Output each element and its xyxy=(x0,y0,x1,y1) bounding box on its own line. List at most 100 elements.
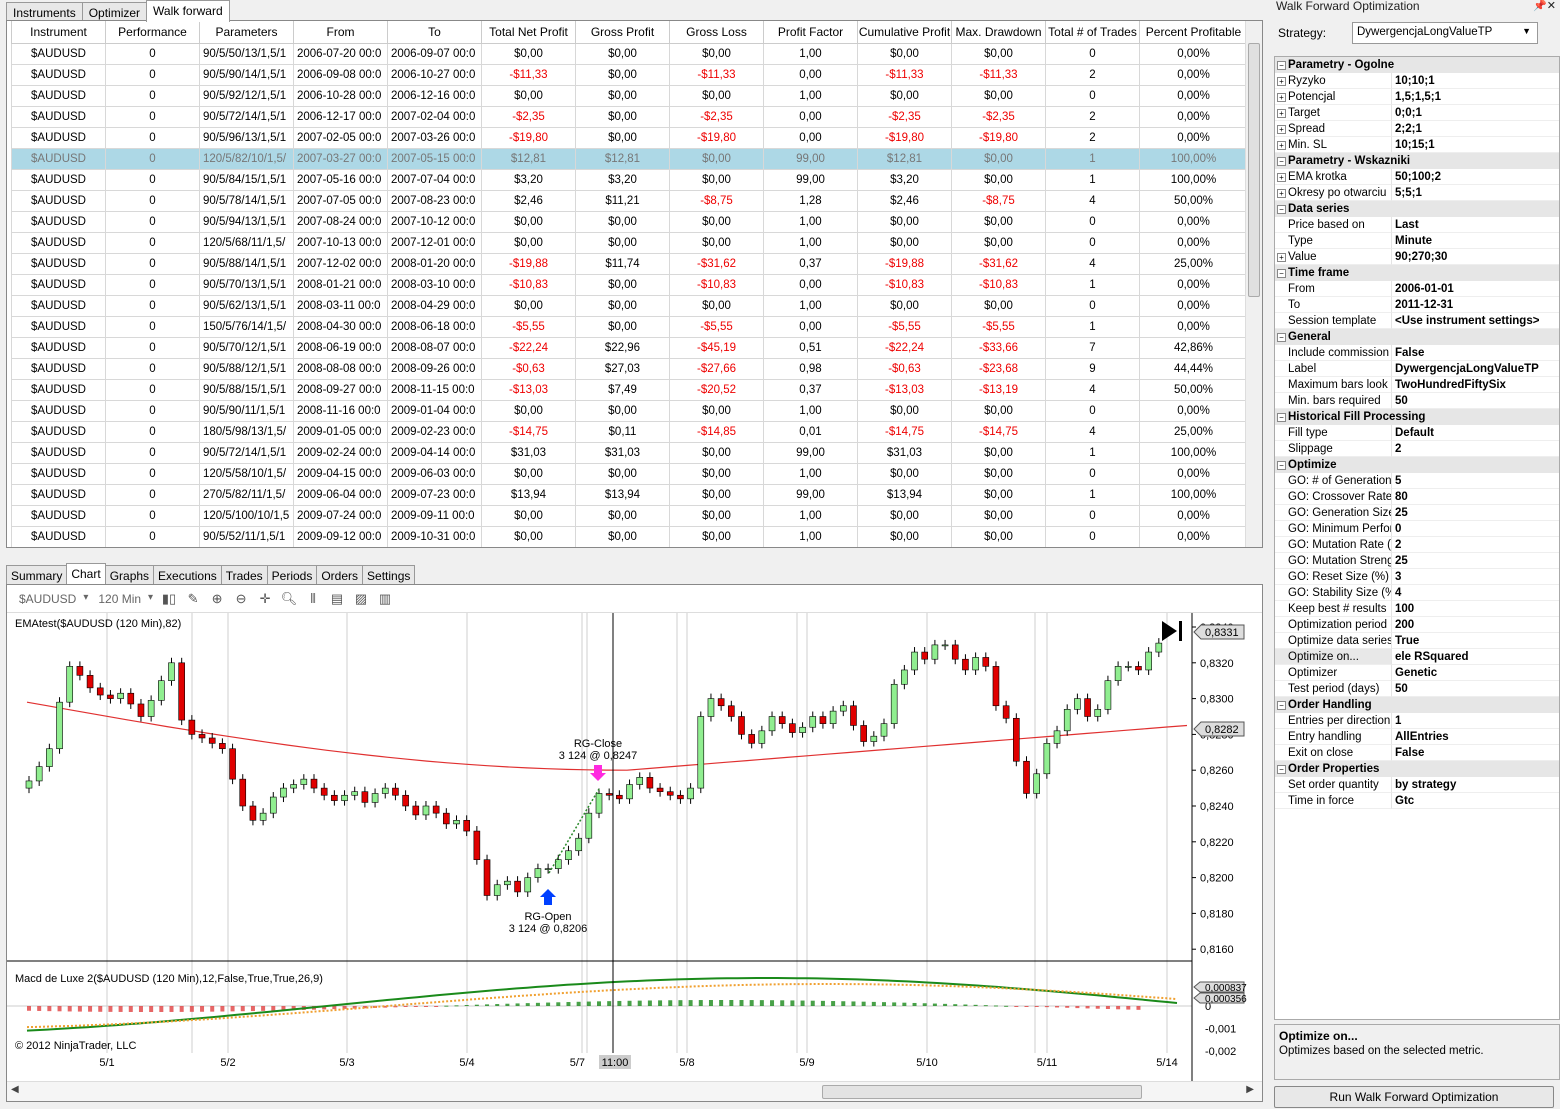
expand-icon[interactable]: + xyxy=(1277,77,1286,86)
table-row[interactable]: $AUDUSD 0 90/5/72/14/1,5/1 2006-12-17 00:0 2… xyxy=(11,105,1248,128)
property-row[interactable]: GO: Stability Size (%) 4 xyxy=(1275,585,1559,601)
column-header[interactable]: To xyxy=(387,21,482,44)
property-row[interactable]: Keep best # results 100 xyxy=(1275,601,1559,617)
tab-executions[interactable]: Executions xyxy=(153,565,222,585)
property-row[interactable]: To 2011-12-31 xyxy=(1275,297,1559,313)
table-row[interactable]: $AUDUSD 0 90/5/72/14/1,5/1 2009-02-24 00:0 2… xyxy=(11,441,1248,464)
property-row[interactable]: GO: Crossover Rate (%80 xyxy=(1275,489,1559,505)
property-value[interactable]: False xyxy=(1392,345,1559,361)
collapse-icon[interactable]: − xyxy=(1277,413,1286,422)
tab-instruments[interactable]: Instruments xyxy=(6,2,83,22)
property-row[interactable]: GO: Reset Size (%) 3 xyxy=(1275,569,1559,585)
property-row[interactable]: Set order quantity by strategy xyxy=(1275,777,1559,793)
property-row[interactable]: Entries per direction 1 xyxy=(1275,713,1559,729)
bar-spacing-icon[interactable]: ⫴ xyxy=(310,590,316,606)
collapse-icon[interactable]: − xyxy=(1277,701,1286,710)
property-row[interactable]: Maximum bars look bacTwoHundredFiftySix xyxy=(1275,377,1559,393)
collapse-icon[interactable]: − xyxy=(1277,765,1286,774)
property-value[interactable]: 90;270;30 xyxy=(1392,249,1559,265)
table-row[interactable]: $AUDUSD 0 120/5/58/10/1,5/2009-04-15 00:0 2… xyxy=(11,462,1248,485)
property-row[interactable]: Slippage 2 xyxy=(1275,441,1559,457)
property-row[interactable]: Fill type Default xyxy=(1275,425,1559,441)
magnifier-icon[interactable]: 🔍︎ xyxy=(280,590,298,606)
property-row[interactable]: GO: # of Generations 5 xyxy=(1275,473,1559,489)
property-row[interactable]: GO: Mutation Strength 25 xyxy=(1275,553,1559,569)
table-row[interactable]: $AUDUSD 0 90/5/84/15/1,5/1 2007-05-16 00:0 2… xyxy=(11,168,1248,191)
scroll-right-icon[interactable]: ▶ xyxy=(1246,1084,1254,1095)
table-row[interactable]: $AUDUSD 0 120/5/68/11/1,5/2007-10-13 00:0 2… xyxy=(11,231,1248,254)
property-value[interactable]: 2006-01-01 xyxy=(1392,281,1559,297)
property-value[interactable]: 2;2;1 xyxy=(1392,121,1559,137)
column-header[interactable]: From xyxy=(293,21,388,44)
chart-style-icon[interactable]: ▮▯ xyxy=(161,590,177,606)
table-row[interactable]: $AUDUSD 0 90/5/70/12/1,5/1 2008-06-19 00:0 2… xyxy=(11,336,1248,359)
property-row[interactable]: Optimize on... ele RSquared xyxy=(1275,649,1559,665)
table-row[interactable]: $AUDUSD 0 90/5/78/14/1,5/1 2007-07-05 00:0 2… xyxy=(11,189,1248,212)
property-value[interactable]: True xyxy=(1392,633,1559,649)
scroll-left-icon[interactable]: ◀ xyxy=(11,1084,19,1095)
table-row[interactable]: $AUDUSD 0 90/5/90/11/1,5/1 2008-11-16 00:0 2… xyxy=(11,399,1248,422)
table-row[interactable]: $AUDUSD 0 90/5/88/14/1,5/1 2007-12-02 00:0 2… xyxy=(11,252,1248,275)
property-category[interactable]: − Order Handling xyxy=(1275,697,1559,713)
zoom-in-icon[interactable]: ⊕ xyxy=(211,590,223,606)
zoom-out-icon[interactable]: ⊖ xyxy=(235,590,247,606)
property-row[interactable]: Type Minute xyxy=(1275,233,1559,249)
property-row[interactable]: + Potencjal 1,5;1,5;1 xyxy=(1275,89,1559,105)
column-header[interactable]: Total # of Trades xyxy=(1045,21,1140,44)
chart-horizontal-scrollbar[interactable]: ◀ ▶ xyxy=(7,1081,1262,1101)
table-row[interactable]: $AUDUSD 0 270/5/82/11/1,5/2009-06-04 00:0 2… xyxy=(11,483,1248,506)
table-row[interactable]: $AUDUSD 0 180/5/98/13/1,5/2009-01-05 00:0 2… xyxy=(11,420,1248,443)
property-value[interactable]: 100 xyxy=(1392,601,1559,617)
property-value[interactable]: 80 xyxy=(1392,489,1559,505)
property-category[interactable]: − Optimize xyxy=(1275,457,1559,473)
tab-orders[interactable]: Orders xyxy=(316,565,364,585)
pin-close-icon[interactable]: 📌✕ xyxy=(1533,0,1556,12)
property-row[interactable]: Optimization period (da200 xyxy=(1275,617,1559,633)
collapse-icon[interactable]: − xyxy=(1277,157,1286,166)
run-walk-forward-button[interactable]: Run Walk Forward Optimization xyxy=(1274,1086,1554,1108)
property-value[interactable]: Gtc xyxy=(1392,793,1559,809)
collapse-icon[interactable]: − xyxy=(1277,61,1286,70)
property-value[interactable]: by strategy xyxy=(1392,777,1559,793)
property-value[interactable]: False xyxy=(1392,745,1559,761)
property-value[interactable]: AllEntries xyxy=(1392,729,1559,745)
collapse-icon[interactable]: − xyxy=(1277,333,1286,342)
table-row[interactable]: $AUDUSD 0 90/5/90/14/1,5/1 2006-09-08 00:0 2… xyxy=(11,63,1248,86)
property-category[interactable]: − Parametry - Wskazniki xyxy=(1275,153,1559,169)
property-value[interactable]: 200 xyxy=(1392,617,1559,633)
tab-chart[interactable]: Chart xyxy=(66,563,106,585)
property-row[interactable]: + EMA krotka 50;100;2 xyxy=(1275,169,1559,185)
table-row[interactable]: $AUDUSD 0 90/5/96/13/1,5/1 2007-02-05 00:0 2… xyxy=(11,126,1248,149)
chart-scroll-thumb[interactable] xyxy=(822,1085,1142,1099)
property-row[interactable]: GO: Minimum Performa0 xyxy=(1275,521,1559,537)
column-header[interactable]: Percent Profitable xyxy=(1139,21,1248,44)
property-value[interactable]: 3 xyxy=(1392,569,1559,585)
property-row[interactable]: Include commission False xyxy=(1275,345,1559,361)
tab-graphs[interactable]: Graphs xyxy=(104,565,155,585)
table-row[interactable]: $AUDUSD 0 90/5/88/12/1,5/1 2008-08-08 00:0 2… xyxy=(11,357,1248,380)
table-row[interactable]: $AUDUSD 0 120/5/82/10/1,5/2007-03-27 00:0 2… xyxy=(11,147,1248,170)
column-header[interactable]: Cumulative Profit xyxy=(857,21,952,44)
property-value[interactable]: Minute xyxy=(1392,233,1559,249)
property-category[interactable]: − Parametry - Ogolne xyxy=(1275,57,1559,73)
expand-icon[interactable]: + xyxy=(1277,253,1286,262)
tab-trades[interactable]: Trades xyxy=(220,565,268,585)
property-category[interactable]: − General xyxy=(1275,329,1559,345)
property-row[interactable]: Time in force Gtc xyxy=(1275,793,1559,809)
tab-periods[interactable]: Periods xyxy=(266,565,318,585)
data-box-icon[interactable]: ▤ xyxy=(330,590,344,606)
property-row[interactable]: + Min. SL 10;15;1 xyxy=(1275,137,1559,153)
property-row[interactable]: Optimize data series True xyxy=(1275,633,1559,649)
property-value[interactable]: Last xyxy=(1392,217,1559,233)
collapse-icon[interactable]: − xyxy=(1277,269,1286,278)
property-value[interactable]: Default xyxy=(1392,425,1559,441)
property-row[interactable]: Price based on Last xyxy=(1275,217,1559,233)
grid-vertical-scrollbar[interactable] xyxy=(1245,21,1262,547)
expand-icon[interactable]: + xyxy=(1277,189,1286,198)
expand-icon[interactable]: + xyxy=(1277,93,1286,102)
property-row[interactable]: GO: Mutation Rate (%)2 xyxy=(1275,537,1559,553)
interval-selector[interactable]: 120 Min xyxy=(94,592,155,606)
property-row[interactable]: Session template <Use instrument settings… xyxy=(1275,313,1559,329)
expand-icon[interactable]: + xyxy=(1277,109,1286,118)
tab-summary[interactable]: Summary xyxy=(6,565,68,585)
